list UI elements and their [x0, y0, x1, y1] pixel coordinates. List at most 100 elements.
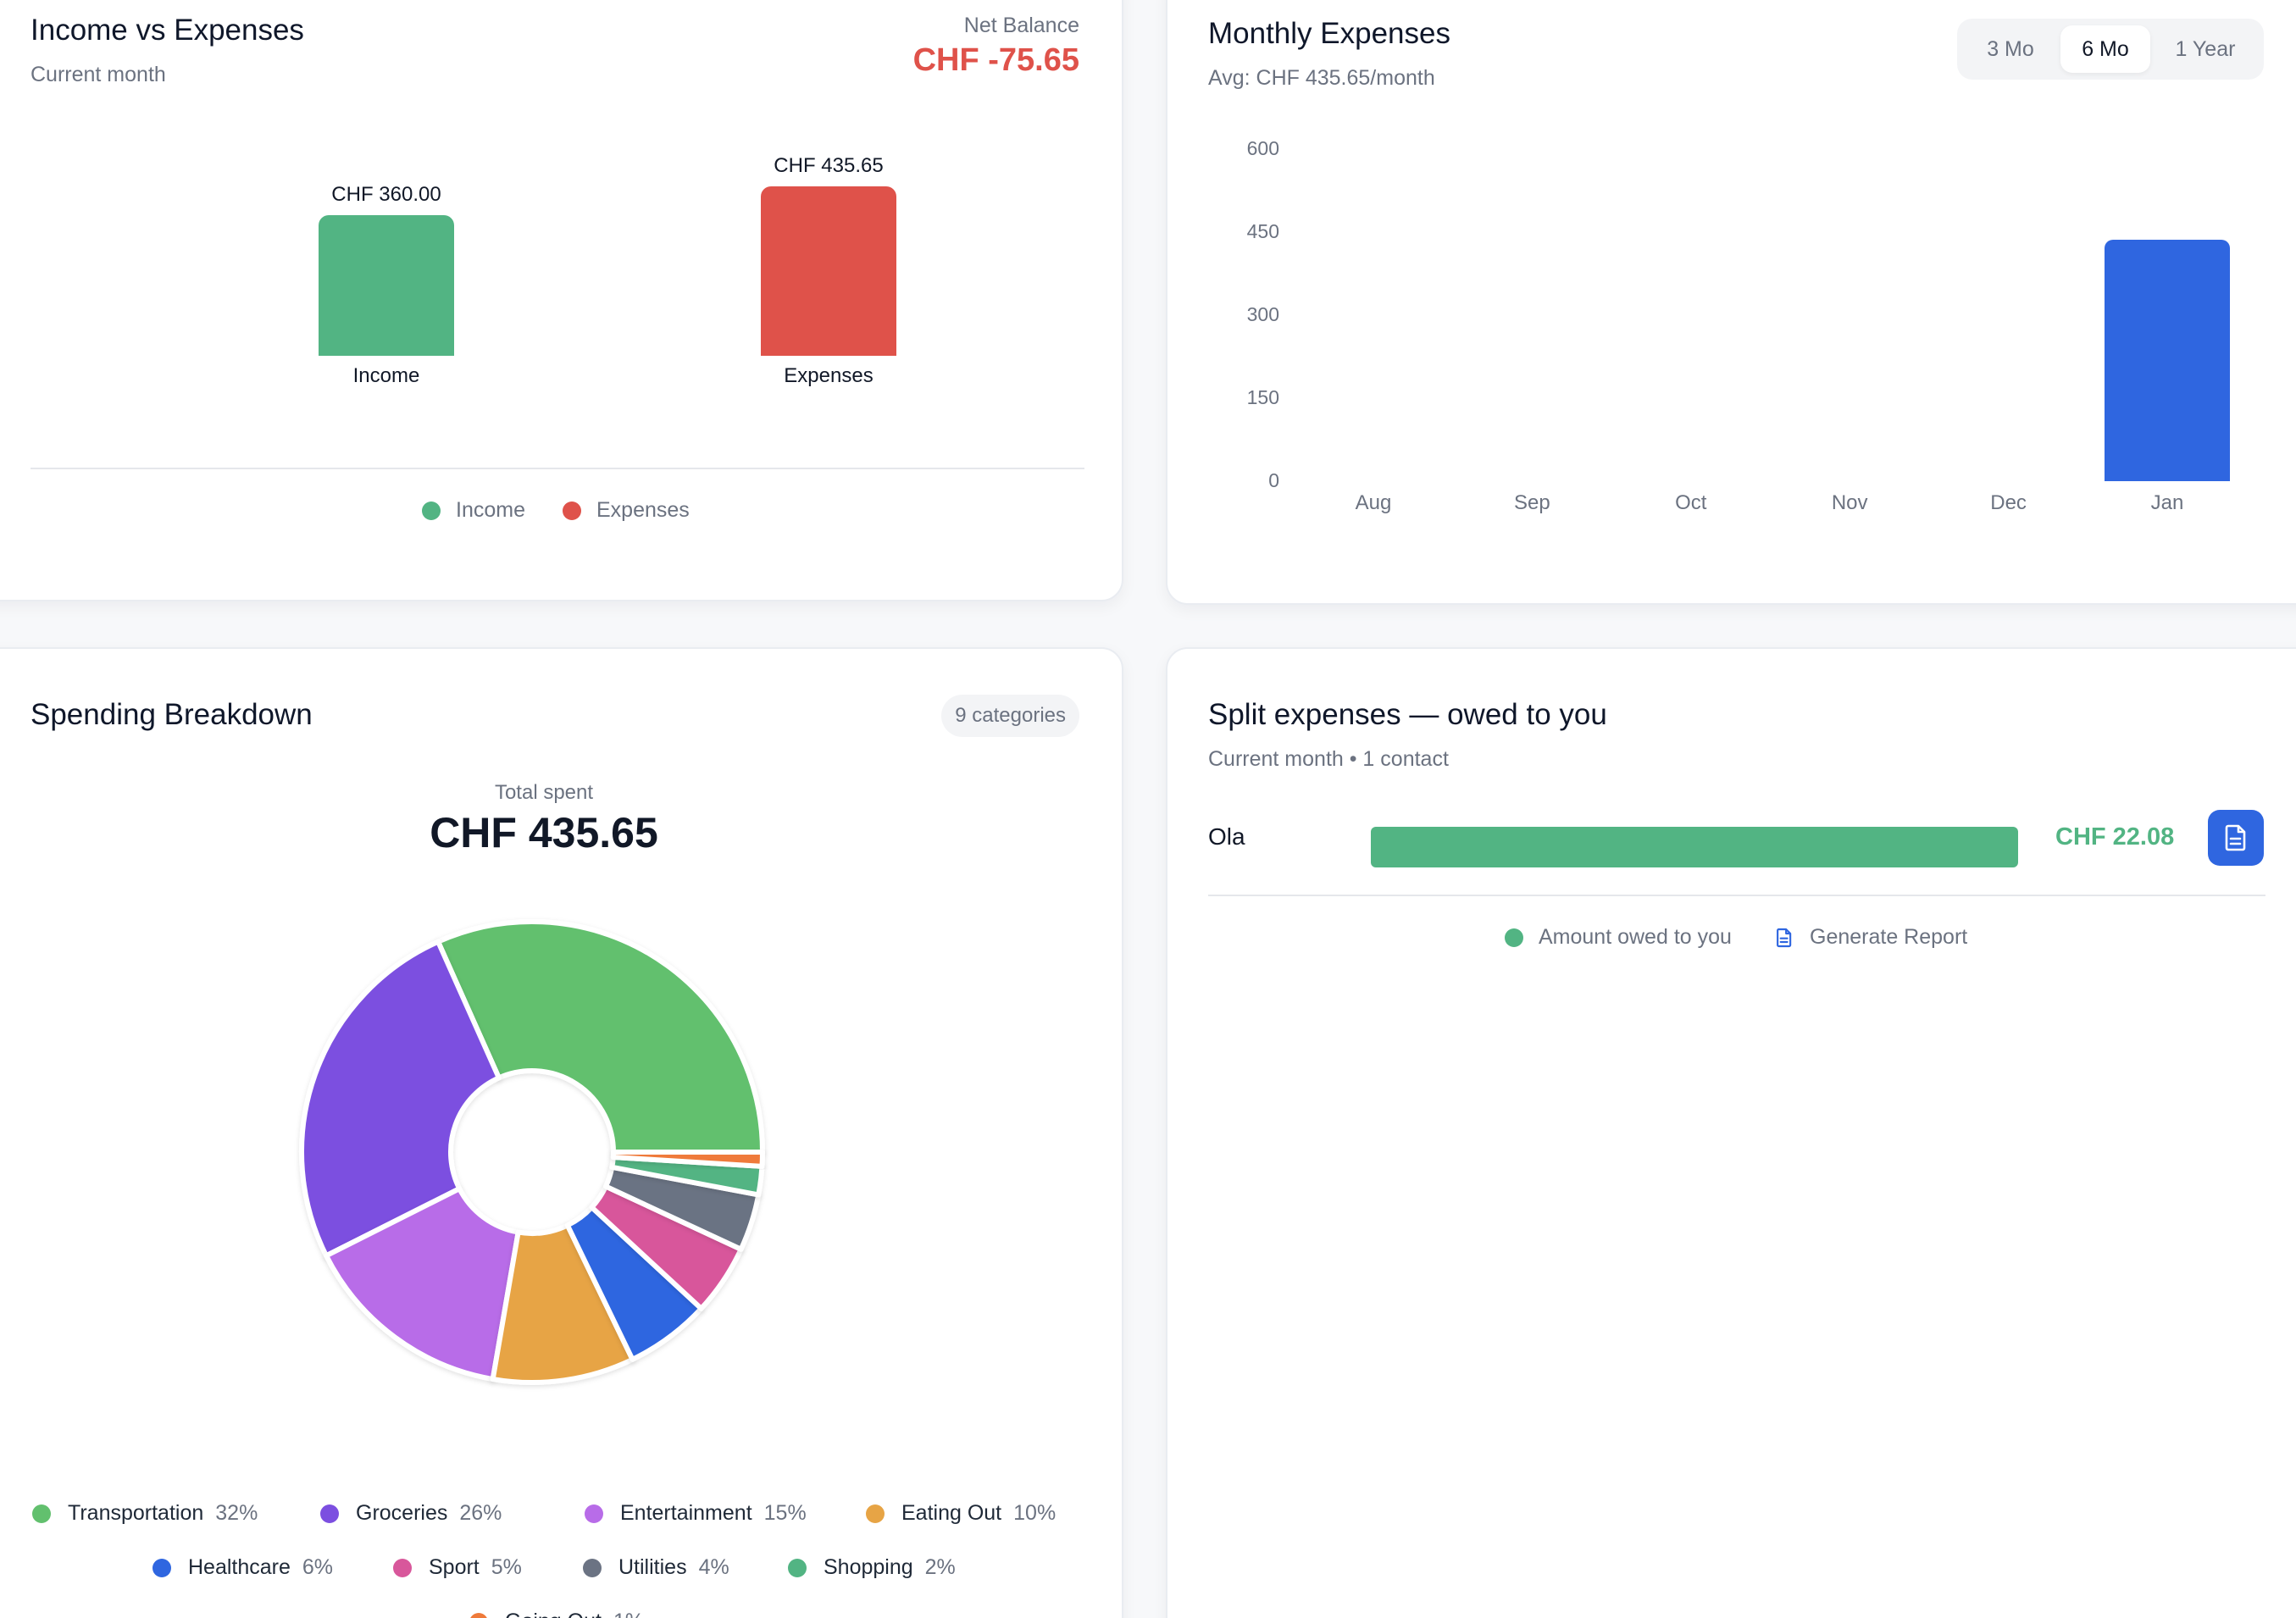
legend-category-name: Shopping	[824, 1555, 913, 1579]
legend-item: Healthcare 6%	[153, 1555, 333, 1580]
card-title: Spending Breakdown	[31, 698, 313, 731]
bar-value-label: CHF 360.00	[331, 183, 441, 207]
legend-item: Shopping 2%	[788, 1555, 956, 1580]
legend-category-percent: 32%	[215, 1501, 258, 1525]
x-tick-label: Jan	[2150, 491, 2184, 514]
bar-category-label: Expenses	[784, 364, 873, 387]
document-icon	[1777, 928, 1792, 947]
generate-report-label: Generate Report	[1810, 925, 1968, 949]
expenses-dot	[563, 501, 581, 520]
y-tick-label: 450	[1246, 220, 1279, 242]
legend-item: Transportation 32%	[32, 1501, 258, 1526]
donut-slice-transportation[interactable]	[435, 919, 765, 1155]
donut-slice-going-out[interactable]	[610, 1150, 765, 1169]
legend-category-percent: 4%	[698, 1555, 729, 1579]
legend-dot	[153, 1558, 171, 1577]
legend-category-name: Going Out	[505, 1610, 602, 1618]
generate-report-link[interactable]: Generate Report	[1776, 925, 1967, 950]
legend-dot	[32, 1504, 51, 1523]
y-tick-label: 600	[1246, 137, 1279, 159]
legend-category-percent: 5%	[491, 1555, 522, 1579]
legend-dot	[866, 1504, 885, 1523]
donut-slice-groceries[interactable]	[299, 939, 502, 1259]
legend-category-name: Utilities	[618, 1555, 687, 1579]
bar-expenses	[761, 186, 896, 356]
total-spent-label: Total spent	[494, 781, 594, 804]
document-icon	[2225, 824, 2246, 851]
x-tick-label: Sep	[1514, 491, 1550, 514]
x-tick-label: Oct	[1675, 491, 1707, 514]
x-tick-label: Aug	[1355, 491, 1392, 514]
monthly-expenses-chart: 600 450 300 150 0 Aug Sep Oct Nov Dec Jan	[1167, 0, 2296, 535]
card-title: Split expenses — owed to you	[1208, 698, 1607, 731]
owed-bar	[1371, 827, 2018, 867]
card-title: Monthly Expenses	[1208, 17, 1450, 50]
chart-divider	[31, 468, 1084, 469]
legend-category-name: Eating Out	[901, 1501, 1002, 1525]
legend-category-percent: 2%	[924, 1555, 956, 1579]
legend-category-percent: 15%	[763, 1501, 807, 1525]
legend-dot	[583, 1558, 602, 1577]
y-tick-label: 150	[1246, 386, 1279, 408]
categories-badge: 9 categories	[941, 695, 1079, 737]
legend-category-name: Entertainment	[620, 1501, 752, 1525]
legend-item: Groceries 26%	[320, 1501, 502, 1526]
category-legend: Transportation 32% Groceries 26% Entertainme…	[0, 649, 1125, 1618]
legend-expenses-label: Expenses	[596, 498, 690, 522]
range-1year-button[interactable]: 1 Year	[2175, 36, 2236, 61]
card-subtitle: Current month	[31, 63, 166, 86]
legend-category-percent: 6%	[302, 1555, 334, 1579]
monthly-expenses-card: Monthly Expenses Avg: CHF 435.65/month 3…	[1166, 0, 2296, 605]
owed-bar-track	[1371, 827, 2018, 867]
contact-report-button[interactable]	[2208, 810, 2264, 866]
x-tick-label: Dec	[1990, 491, 2027, 514]
legend-category-name: Healthcare	[188, 1555, 291, 1579]
income-dot	[422, 501, 441, 520]
donut-slice-eating-out[interactable]	[490, 1222, 635, 1385]
income-vs-expenses-card: Income vs Expenses Current month Net Bal…	[0, 0, 1123, 601]
legend-item: Sport 5%	[393, 1555, 522, 1580]
legend-item: Eating Out 10%	[866, 1501, 1056, 1526]
legend-category-name: Transportation	[68, 1501, 204, 1525]
range-6mo-button[interactable]: 6 Mo	[2060, 25, 2150, 73]
donut-slice-entertainment[interactable]	[324, 1186, 521, 1383]
contact-name: Ola	[1208, 823, 1245, 850]
bar-value-label: CHF 435.65	[774, 153, 884, 177]
legend-dot	[585, 1504, 603, 1523]
range-selector: 3 Mo 6 Mo 1 Year	[1957, 19, 2264, 80]
split-divider	[1208, 895, 2265, 896]
legend-item: Entertainment 15%	[585, 1501, 807, 1526]
legend-owed-label: Amount owed to you	[1539, 925, 1732, 949]
bar-income	[319, 215, 454, 356]
spending-donut-chart	[299, 919, 765, 1385]
range-3mo-button[interactable]: 3 Mo	[1987, 36, 2034, 61]
legend-dot	[469, 1612, 488, 1618]
legend-income: Income	[422, 498, 525, 523]
y-tick-label: 300	[1246, 303, 1279, 325]
split-expenses-card: Split expenses — owed to you Current mon…	[1166, 647, 2296, 1618]
legend-item: Utilities 4%	[583, 1555, 729, 1580]
legend-expenses: Expenses	[563, 498, 690, 523]
total-spent-value: CHF 435.65	[430, 809, 658, 856]
legend-category-name: Groceries	[356, 1501, 448, 1525]
y-tick-label: 0	[1268, 469, 1279, 491]
card-title: Income vs Expenses	[31, 14, 304, 47]
legend-income-label: Income	[456, 498, 525, 522]
spending-breakdown-card: Spending Breakdown 9 categories Total sp…	[0, 647, 1123, 1618]
x-tick-label: Nov	[1831, 491, 1868, 514]
card-subtitle: Avg: CHF 435.65/month	[1208, 66, 1435, 90]
bar-jan	[2105, 240, 2230, 481]
legend-category-percent: 10%	[1013, 1501, 1056, 1525]
net-balance-label: Net Balance	[963, 14, 1079, 37]
net-balance-value: CHF -75.65	[912, 42, 1079, 78]
contact-row: Ola CHF 22.08	[1208, 810, 2267, 869]
legend-dot	[788, 1558, 807, 1577]
legend-category-percent: 1%	[613, 1610, 644, 1618]
bar-category-label: Income	[352, 364, 420, 387]
card-subtitle: Current month • 1 contact	[1208, 747, 1449, 771]
legend-dot	[320, 1504, 339, 1523]
owed-dot	[1505, 928, 1523, 947]
legend-owed: Amount owed to you	[1505, 925, 1732, 950]
legend-category-name: Sport	[429, 1555, 480, 1579]
legend-dot	[393, 1558, 412, 1577]
